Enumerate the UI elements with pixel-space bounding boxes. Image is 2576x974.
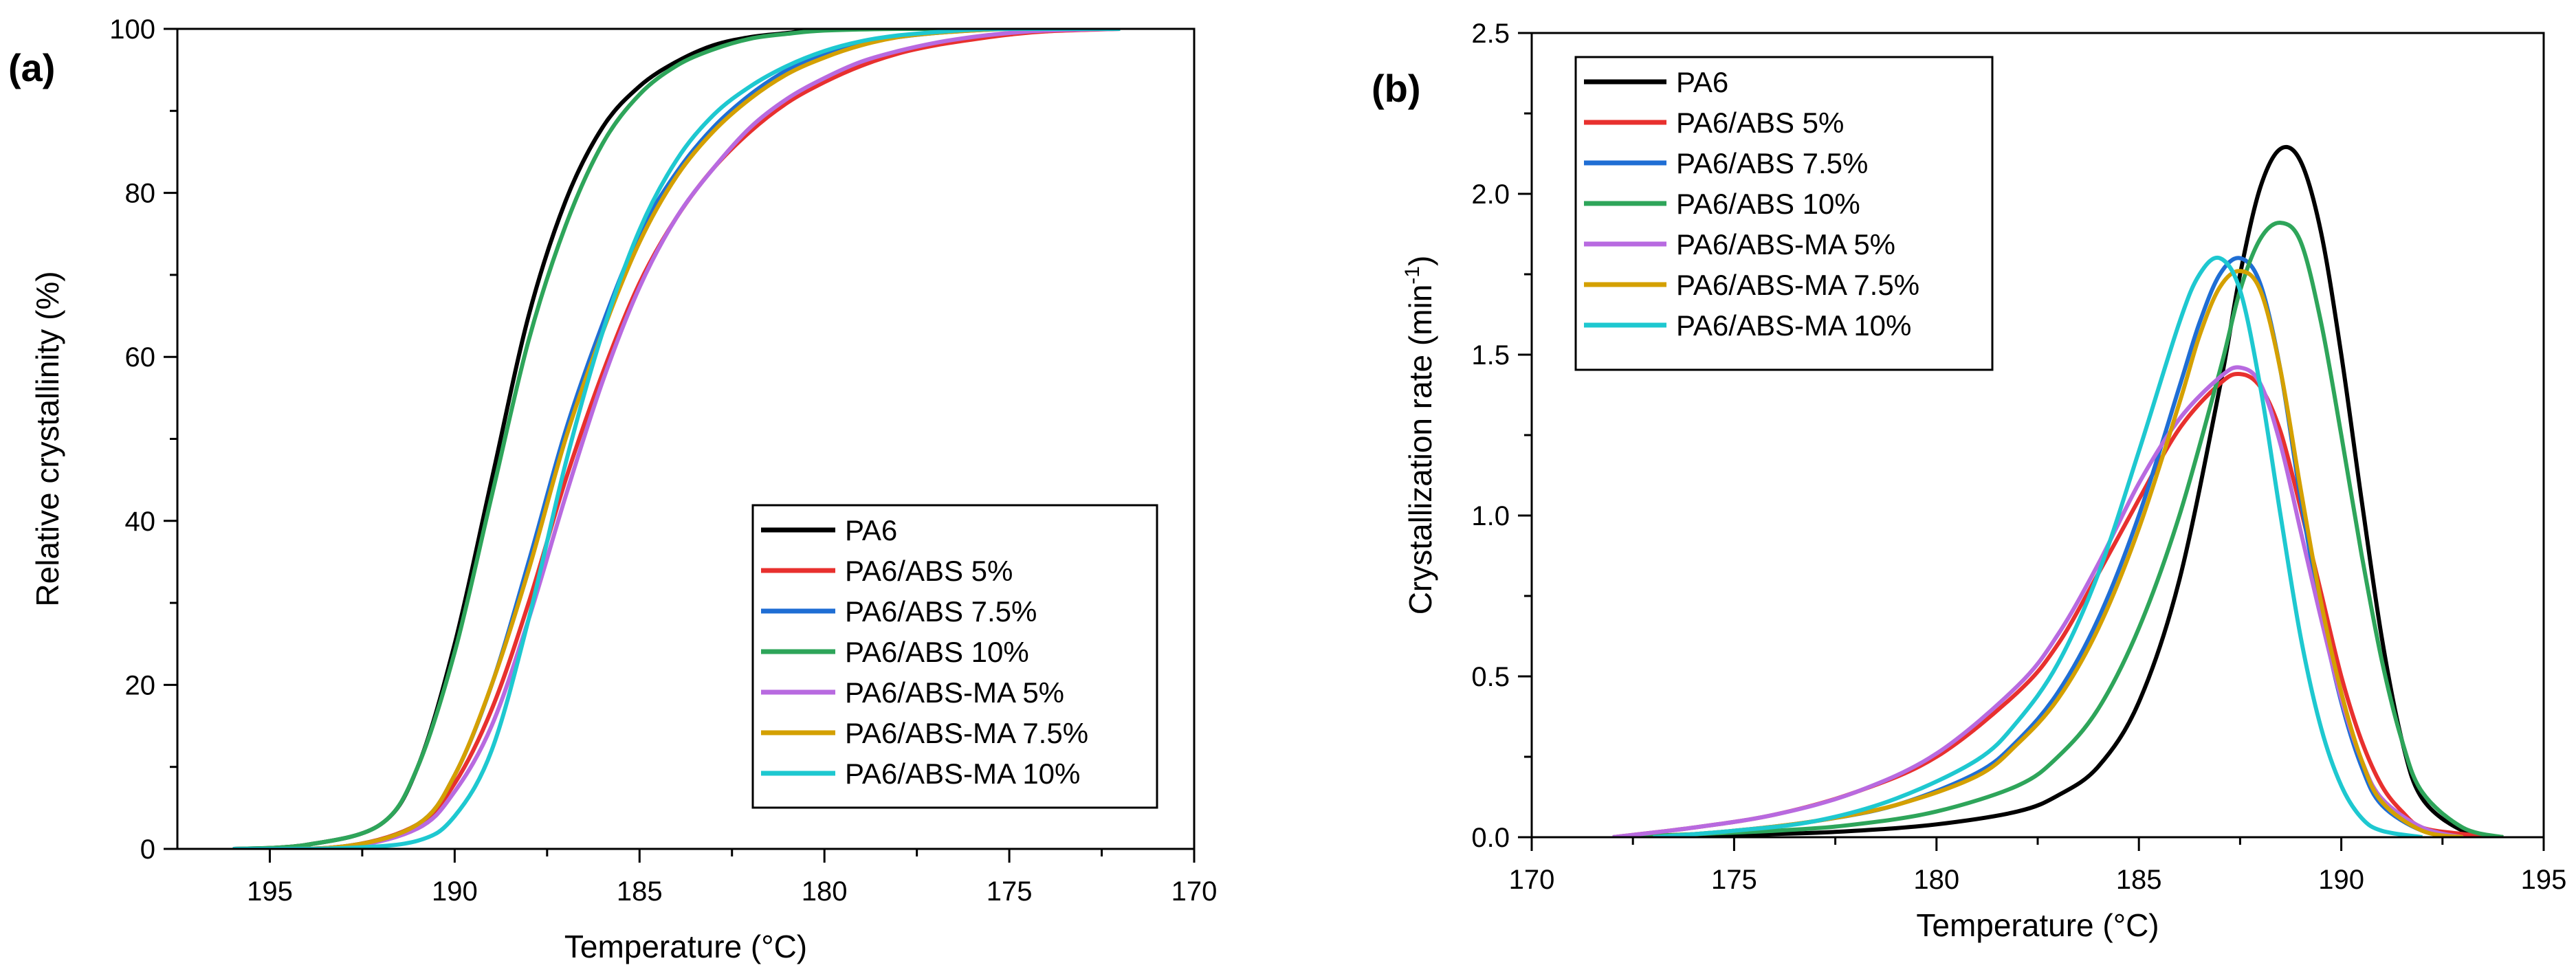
x-tick-label: 195 [2521,865,2567,895]
y-axis-label-close: ) [1402,256,1438,266]
x-axis-label: Temperature (°C) [564,929,807,964]
legend-label-4: PA6/ABS-MA 5% [845,676,1064,709]
legend-label-3: PA6/ABS 10% [845,636,1029,668]
y-tick-label: 1.5 [1471,340,1510,370]
series-line-0 [1612,144,2504,837]
legend-label-3: PA6/ABS 10% [1676,188,1860,220]
legend-box [1574,56,1994,371]
y-axis-label-superscript: -1 [1401,266,1424,285]
x-tick-label: 185 [2116,865,2162,895]
x-tick-label: 170 [1171,876,1218,907]
x-axis-label: Temperature (°C) [1916,907,2159,943]
y-axis-label-main: Crystallization rate (min [1402,285,1438,615]
y-tick-label: 60 [125,342,156,373]
y-tick-label: 20 [125,670,156,700]
legend-box [751,504,1158,809]
y-tick-label: 2.0 [1471,179,1510,210]
legend-label-0: PA6 [1676,66,1728,98]
series-line-6 [1653,255,2423,837]
x-tick-label: 190 [2318,865,2364,895]
x-tick-label: 180 [802,876,848,907]
series-line-4 [232,29,1121,849]
legend-label-6: PA6/ABS-MA 10% [1676,309,1911,342]
y-tick-label: 0.0 [1471,823,1510,853]
panel-label: (b) [1372,67,1421,110]
legend-label-6: PA6/ABS-MA 10% [845,757,1080,790]
legend-label-5: PA6/ABS-MA 7.5% [845,717,1088,749]
legend-label-5: PA6/ABS-MA 7.5% [1676,269,1919,301]
y-axis-label-main: Relative crystallinity (%) [30,271,65,606]
y-tick-label: 80 [125,179,156,209]
legend: PA6 PA6/ABS 5% PA6/ABS 7.5% PA6/ABS 10% PA6/… [1574,56,1994,371]
x-tick-label: 175 [1711,865,1757,895]
y-tick-label: 40 [125,507,156,537]
legend-label-4: PA6/ABS-MA 5% [1676,228,1895,261]
series-line-5 [1653,269,2463,837]
legend-label-1: PA6/ABS 5% [845,555,1013,587]
chart-panel-0: 195 190 185 180 175 170 0 20 40 60 80 100 Temperatur… [8,14,1217,964]
x-tick-label: 190 [432,876,478,907]
y-tick-label: 100 [109,14,155,45]
y-tick-label: 2.5 [1471,19,1510,49]
legend-label-1: PA6/ABS 5% [1676,107,1844,139]
x-tick-label: 180 [1913,865,1959,895]
x-tick-label: 195 [247,876,293,907]
y-tick-label: 0.5 [1471,662,1510,692]
y-tick-label: 0 [140,834,155,865]
legend: PA6 PA6/ABS 5% PA6/ABS 7.5% PA6/ABS 10% PA6/… [751,504,1158,809]
panel-label: (a) [8,46,55,89]
x-tick-label: 185 [617,876,663,907]
y-tick-label: 1.0 [1471,501,1510,531]
chart-panel-1: 170 175 180 185 190 195 0.0 0.5 1.0 1.5 2.0 2.5 Temp… [1372,19,2566,943]
series-line-3 [1612,221,2504,837]
y-axis-label: Crystallization rate (min-1) [1401,256,1438,615]
x-tick-label: 170 [1509,865,1555,895]
series-line-6 [232,29,1121,849]
y-axis-label: Relative crystallinity (%) [30,271,65,606]
legend-label-0: PA6 [845,514,897,546]
series-group [1612,144,2504,837]
legend-label-2: PA6/ABS 7.5% [1676,147,1868,179]
x-tick-label: 175 [987,876,1033,907]
legend-label-2: PA6/ABS 7.5% [845,595,1037,628]
